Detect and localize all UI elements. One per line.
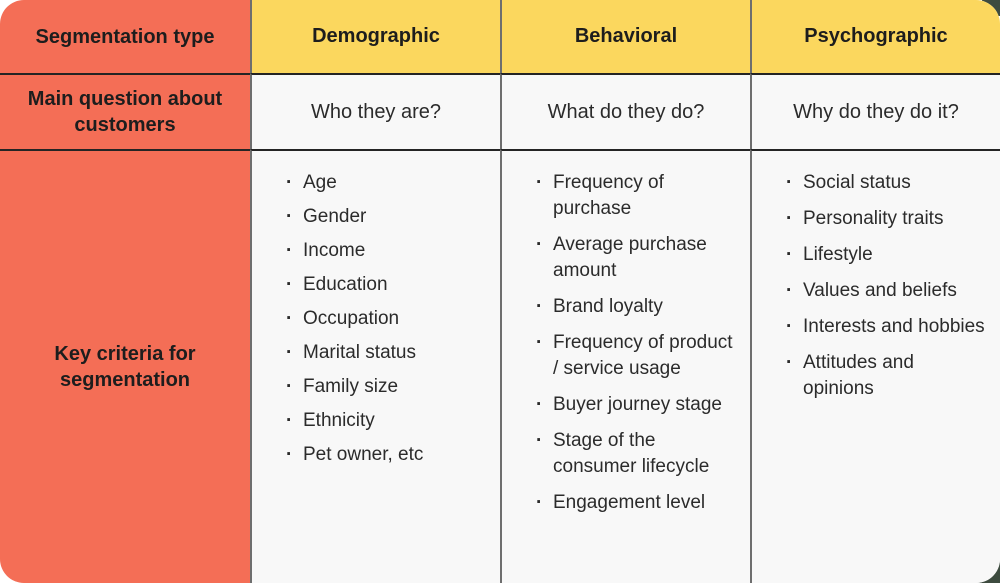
criteria-item: Age [286,170,486,196]
criteria-item: Stage of the consumer lifecycle [536,428,736,480]
column-header-demographic: Demographic [250,0,500,73]
corner-header-label: Segmentation type [35,25,215,48]
column-header-label: Behavioral [574,25,678,47]
question-cell-behavioral: What do they do? [500,73,750,149]
question-cell-psychographic: Why do they do it? [750,73,1000,149]
column-header-psychographic: Psychographic [750,0,1000,73]
criteria-cell-demographic: Age Gender Income Education Occupation M… [250,149,500,583]
criteria-item: Pet owner, etc [286,442,486,468]
column-header-label: Psychographic [804,25,948,47]
criteria-item: Attitudes and opinions [786,350,986,402]
criteria-item: Family size [286,374,486,400]
criteria-item: Average purchase amount [536,232,736,284]
row-header-label: Main question about customers [27,88,223,136]
criteria-item: Marital status [286,340,486,366]
row-header-main-question: Main question about customers [0,73,250,149]
criteria-item: Buyer journey stage [536,392,736,418]
question-text: What do they do? [547,100,705,123]
row-header-label: Key criteria for segmentation [54,343,196,391]
corner-header-cell: Segmentation type [0,0,250,73]
criteria-list: Frequency of purchase Average purchase a… [536,170,736,516]
criteria-item: Lifestyle [786,242,986,268]
question-cell-demographic: Who they are? [250,73,500,149]
criteria-item: Frequency of product / service usage [536,330,736,382]
criteria-item: Values and beliefs [786,278,986,304]
criteria-list: Social status Personality traits Lifesty… [786,170,986,402]
criteria-item: Social status [786,170,986,196]
criteria-item: Brand loyalty [536,294,736,320]
question-text: Who they are? [310,100,442,123]
criteria-item: Gender [286,204,486,230]
criteria-item: Interests and hobbies [786,314,986,340]
column-header-label: Demographic [312,25,440,47]
criteria-item: Income [286,238,486,264]
criteria-cell-behavioral: Frequency of purchase Average purchase a… [500,149,750,583]
criteria-item: Frequency of purchase [536,170,736,222]
criteria-item: Engagement level [536,490,736,516]
criteria-list: Age Gender Income Education Occupation M… [286,170,486,468]
criteria-item: Education [286,272,486,298]
criteria-item: Personality traits [786,206,986,232]
question-text: Why do they do it? [793,100,959,123]
criteria-item: Ethnicity [286,408,486,434]
row-header-key-criteria: Key criteria for segmentation [0,149,250,583]
criteria-cell-psychographic: Social status Personality traits Lifesty… [750,149,1000,583]
column-header-behavioral: Behavioral [500,0,750,73]
criteria-item: Occupation [286,306,486,332]
